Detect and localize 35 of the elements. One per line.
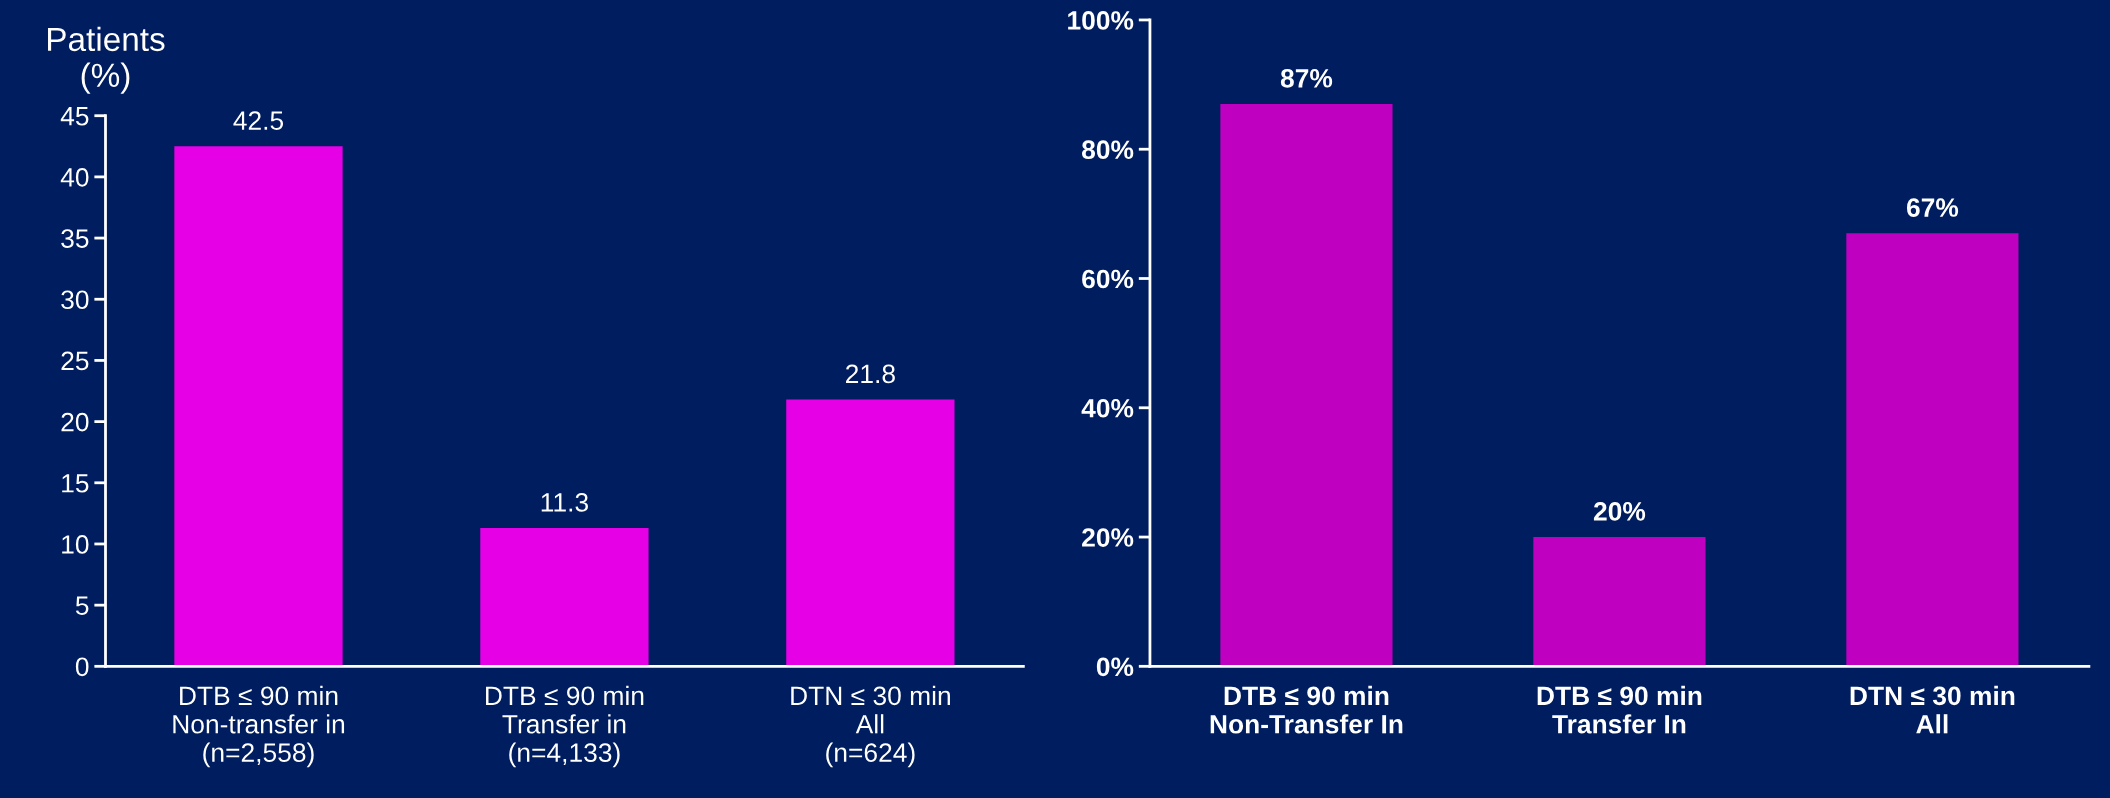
bar bbox=[174, 146, 343, 667]
y-tick-label: 35 bbox=[61, 229, 89, 248]
bar bbox=[1220, 103, 1393, 667]
data-label: 20% bbox=[1593, 502, 1646, 521]
x-tick-label: DTN ≤ 30 min All bbox=[1850, 685, 2015, 734]
y-tick-label: 80% bbox=[1082, 140, 1134, 160]
x-tick-label: DTB ≤ 90 min Transfer In bbox=[1537, 685, 1702, 734]
bar bbox=[786, 399, 955, 667]
x-tick-label: DTB ≤ 90 min Transfer in (n=4,133) bbox=[486, 685, 644, 768]
bar bbox=[480, 528, 649, 667]
y-tick-label: 0 bbox=[75, 657, 89, 677]
y-tick-label: 25 bbox=[61, 351, 89, 371]
data-label: 11.3 bbox=[541, 493, 588, 512]
y-tick-label: 100% bbox=[1068, 11, 1134, 30]
y-tick-label: 20% bbox=[1082, 528, 1134, 547]
x-tick-label: DTB ≤ 90 min Non-transfer in (n=2,558) bbox=[173, 685, 345, 768]
data-label: 67% bbox=[1906, 198, 1959, 217]
data-label: 21.8 bbox=[846, 364, 895, 384]
data-label: 87% bbox=[1280, 68, 1333, 88]
bar bbox=[1533, 537, 1706, 667]
x-tick-label: DTN ≤ 30 min All (n=624) bbox=[791, 685, 950, 768]
y-tick-label: 40% bbox=[1081, 398, 1134, 418]
y-tick-label: 5 bbox=[75, 596, 89, 615]
x-tick-label: DTB ≤ 90 min Non-Transfer In bbox=[1210, 685, 1403, 734]
y-tick-label: 30 bbox=[61, 290, 89, 310]
y-tick-label: 45 bbox=[60, 107, 89, 126]
y-tick-label: 20 bbox=[61, 412, 89, 432]
y-tick-label: 40 bbox=[60, 168, 89, 187]
y-axis-title: Patients (%) bbox=[48, 26, 165, 94]
data-label: 42.5 bbox=[233, 111, 284, 130]
y-tick-label: 60% bbox=[1082, 269, 1134, 289]
bar bbox=[1846, 233, 2019, 667]
y-tick-label: 0% bbox=[1096, 657, 1134, 677]
y-tick-label: 10 bbox=[62, 535, 89, 554]
y-tick-label: 15 bbox=[62, 474, 89, 493]
